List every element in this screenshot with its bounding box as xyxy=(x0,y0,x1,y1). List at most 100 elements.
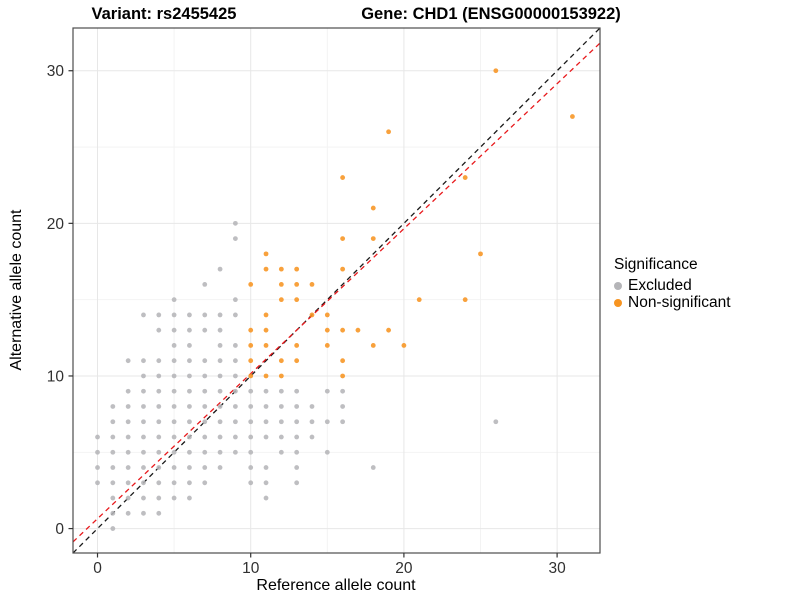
data-point xyxy=(263,480,269,486)
data-point xyxy=(370,343,376,348)
data-point xyxy=(324,327,330,333)
data-point xyxy=(217,266,223,272)
data-point xyxy=(278,358,284,364)
data-point xyxy=(187,343,192,348)
data-point xyxy=(171,419,177,425)
data-point xyxy=(95,449,100,455)
data-point xyxy=(202,419,208,425)
data-point xyxy=(202,404,208,409)
data-point xyxy=(294,266,300,272)
data-point xyxy=(462,297,468,303)
data-point xyxy=(294,297,300,303)
data-point xyxy=(217,358,223,364)
data-point xyxy=(110,419,116,425)
data-point xyxy=(263,343,269,348)
data-point xyxy=(248,419,254,425)
data-point xyxy=(248,449,254,455)
data-point xyxy=(248,373,254,379)
y-tick-label: 30 xyxy=(47,63,65,80)
data-point xyxy=(125,358,131,364)
data-point xyxy=(125,434,131,440)
data-point xyxy=(248,358,254,364)
data-point xyxy=(324,343,330,348)
data-point xyxy=(95,480,100,486)
data-point xyxy=(217,312,223,318)
data-point xyxy=(248,480,254,486)
data-point xyxy=(202,358,208,364)
data-point xyxy=(125,419,131,425)
data-point xyxy=(232,434,238,440)
data-point xyxy=(340,404,346,409)
data-point xyxy=(171,327,177,333)
data-point xyxy=(278,449,284,455)
data-point xyxy=(141,465,146,470)
data-point xyxy=(370,465,376,470)
data-point xyxy=(278,373,284,379)
data-point xyxy=(370,236,376,242)
data-point xyxy=(232,358,238,364)
data-point xyxy=(263,434,269,440)
data-point xyxy=(125,465,131,470)
data-point xyxy=(294,419,300,425)
data-point xyxy=(187,480,192,486)
data-point xyxy=(248,434,254,440)
data-point xyxy=(248,465,254,470)
legend: Significance Excluded Non-significant xyxy=(614,256,731,311)
data-point xyxy=(294,434,300,440)
legend-item-label: Non-significant xyxy=(628,293,731,311)
data-point xyxy=(248,404,254,409)
data-point xyxy=(217,373,223,379)
data-point xyxy=(217,327,223,333)
data-point xyxy=(156,404,162,409)
data-point xyxy=(309,419,315,425)
data-point xyxy=(141,388,146,394)
data-point xyxy=(156,480,162,486)
data-point xyxy=(232,343,238,348)
data-point xyxy=(202,388,208,394)
data-point xyxy=(171,480,177,486)
data-point xyxy=(187,434,192,440)
data-point xyxy=(125,480,131,486)
data-point xyxy=(278,419,284,425)
excluded-dot-icon xyxy=(614,281,622,290)
data-point xyxy=(95,434,100,440)
data-point xyxy=(156,449,162,455)
data-point xyxy=(324,419,330,425)
data-point xyxy=(171,434,177,440)
data-point xyxy=(187,449,192,455)
data-point xyxy=(202,480,208,486)
data-point xyxy=(232,373,238,379)
plot-title-gene: Gene: CHD1 (ENSG00000153922) xyxy=(361,5,621,23)
data-point xyxy=(110,449,116,455)
data-point xyxy=(125,495,131,501)
plot-title-variant: Variant: rs2455425 xyxy=(91,5,237,23)
data-point xyxy=(156,388,162,394)
data-point xyxy=(171,358,177,364)
data-point xyxy=(263,251,269,257)
data-point xyxy=(324,312,330,318)
data-point xyxy=(171,373,177,379)
data-point xyxy=(187,404,192,409)
data-point xyxy=(110,465,116,470)
data-point xyxy=(125,510,131,516)
data-point xyxy=(125,388,131,394)
data-point xyxy=(294,281,300,287)
data-point xyxy=(217,434,223,440)
data-point xyxy=(156,358,162,364)
data-point xyxy=(263,465,269,470)
data-point xyxy=(141,510,146,516)
data-point xyxy=(156,419,162,425)
data-point xyxy=(187,373,192,379)
data-point xyxy=(141,434,146,440)
data-point xyxy=(401,343,407,348)
legend-title: Significance xyxy=(614,256,698,273)
legend-item-excluded: Excluded xyxy=(614,277,731,294)
data-point xyxy=(278,297,284,303)
x-tick-label: 10 xyxy=(242,560,260,577)
data-point xyxy=(156,434,162,440)
data-point xyxy=(232,312,238,318)
data-point xyxy=(187,312,192,318)
data-point xyxy=(248,343,254,348)
data-point xyxy=(324,388,330,394)
